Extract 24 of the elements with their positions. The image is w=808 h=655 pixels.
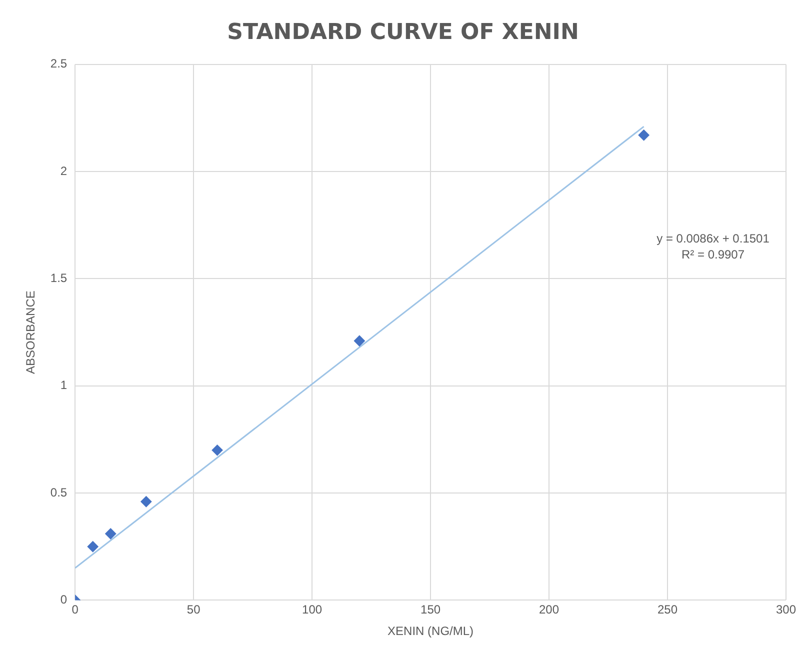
y-axis-title: ABSORBANCE bbox=[24, 290, 38, 374]
annotation: y = 0.0086x + 0.1501 bbox=[656, 232, 770, 246]
point bbox=[354, 335, 365, 346]
x-tick-label: 50 bbox=[186, 602, 201, 617]
y-tick-label: 1 bbox=[60, 378, 68, 392]
x-tick-label: 200 bbox=[539, 602, 560, 617]
x-axis-title: XENIN (NG/ML) bbox=[388, 624, 474, 638]
y-tick-label: 0 bbox=[60, 592, 68, 607]
x-tick-label: 0 bbox=[72, 602, 79, 617]
x-tick-label: 150 bbox=[420, 602, 441, 617]
y-tick-label: 1.5 bbox=[50, 271, 68, 286]
point bbox=[638, 130, 650, 141]
point bbox=[105, 528, 116, 540]
annotation: R² = 0.9907 bbox=[681, 248, 745, 262]
y-tick-label: 2.5 bbox=[50, 56, 68, 71]
point bbox=[140, 496, 152, 508]
y-tick-label: 2 bbox=[60, 164, 68, 178]
chart-title: STANDARD CURVE OF XENIN bbox=[227, 20, 579, 45]
point bbox=[87, 541, 98, 552]
y-tick-label: 0.5 bbox=[50, 485, 68, 500]
x-tick-label: 250 bbox=[658, 602, 678, 617]
x-tick-label: 100 bbox=[302, 602, 322, 617]
x-tick-label: 300 bbox=[776, 602, 796, 617]
point bbox=[212, 444, 223, 456]
